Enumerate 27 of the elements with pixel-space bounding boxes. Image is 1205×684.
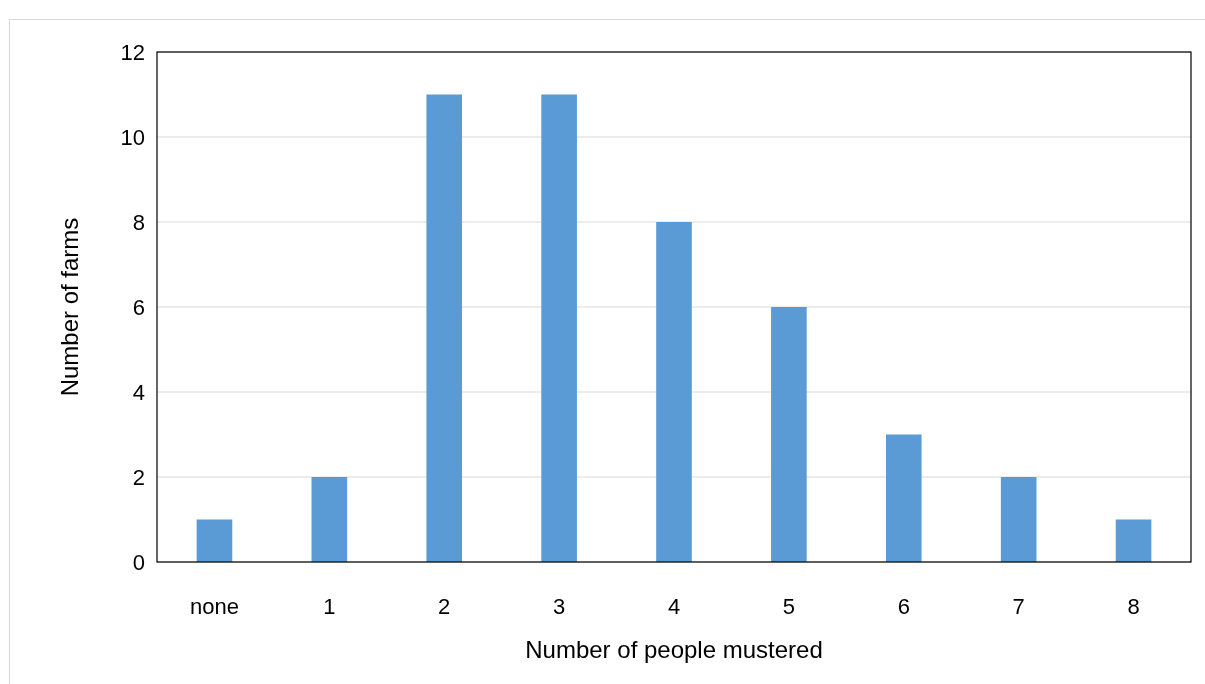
x-tick-label: 4 <box>667 594 681 619</box>
x-tick-label: 7 <box>1012 594 1025 619</box>
bar <box>885 434 922 562</box>
bar <box>426 94 463 562</box>
x-axis-title: Number of people mustered <box>525 636 823 663</box>
x-tick-label: 3 <box>552 594 566 619</box>
y-tick-label: 12 <box>120 39 145 65</box>
x-tick-label: 6 <box>897 594 910 619</box>
y-tick-label: 2 <box>132 464 145 490</box>
y-tick-label: 0 <box>132 549 145 575</box>
x-tick-label: 1 <box>323 594 336 619</box>
bar <box>1000 477 1037 562</box>
bar <box>771 307 807 562</box>
y-tick-label: 6 <box>132 294 145 320</box>
y-tick-label: 8 <box>132 209 145 235</box>
y-tick-label: 10 <box>120 124 145 150</box>
y-axis-title: Number of farms <box>56 217 83 397</box>
bar <box>311 477 348 562</box>
y-tick-label: 4 <box>132 379 145 405</box>
bar <box>656 222 692 562</box>
bar <box>1115 519 1152 562</box>
x-tick-label: 8 <box>1127 594 1140 619</box>
bar <box>541 94 577 562</box>
x-tick-label: 2 <box>438 594 451 619</box>
x-tick-label: 5 <box>782 594 796 619</box>
bar <box>196 519 233 562</box>
x-tick-label: none <box>189 594 239 619</box>
